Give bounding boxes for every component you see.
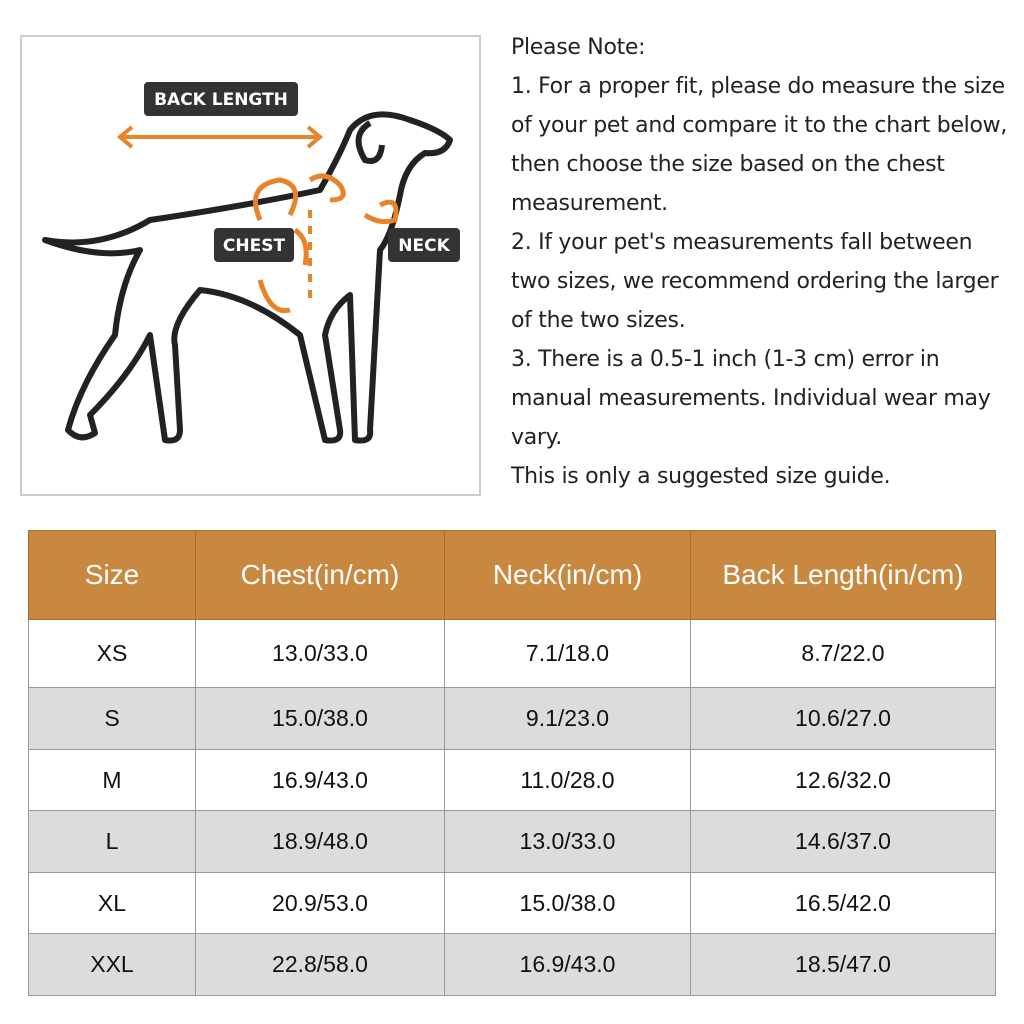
header-row: Size Chest(in/cm) Neck(in/cm) Back Length(i…	[28, 530, 996, 620]
table-cell: 16.9/43.0	[195, 749, 445, 811]
neck-arrow	[308, 173, 346, 203]
table-row: XS 13.0/33.0 7.1/18.0 8.7/22.0	[28, 619, 996, 688]
table-cell: M	[28, 749, 196, 811]
note-paragraph: This is only a suggested size guide.	[511, 464, 891, 489]
table-cell: XL	[28, 872, 196, 934]
table-row: L 18.9/48.0 13.0/33.0 14.6/37.0	[28, 810, 996, 873]
dog-ear	[355, 120, 385, 164]
table-row: XXL 22.8/58.0 16.9/43.0 18.5/47.0	[28, 933, 996, 996]
table-cell: 15.0/38.0	[195, 687, 445, 750]
note-paragraph: 2. If your pet's measurements fall betwe…	[511, 230, 999, 333]
neck-arrow	[363, 199, 399, 225]
table-cell: L	[28, 810, 196, 873]
table-cell: XS	[28, 619, 196, 688]
label-box	[144, 82, 298, 116]
table-cell: 7.1/18.0	[444, 619, 691, 688]
back-length-arrow	[116, 125, 324, 149]
table-cell: 13.0/33.0	[444, 810, 691, 873]
size-table: Size Chest(in/cm) Neck(in/cm) Back Length(i…	[28, 530, 996, 996]
table-cell: XXL	[28, 933, 196, 996]
table-cell: 15.0/38.0	[444, 872, 691, 934]
table-cell: 11.0/28.0	[444, 749, 691, 811]
label-box	[214, 228, 294, 262]
header-cell: Chest(in/cm)	[195, 530, 445, 620]
dog-diagram: BACK LENGTH CHEST NECK	[20, 35, 481, 496]
back-length-label: BACK LENGTH	[154, 90, 288, 110]
header-cell: Neck(in/cm)	[444, 530, 691, 620]
table-cell: 18.5/47.0	[690, 933, 996, 996]
table-cell: 8.7/22.0	[690, 619, 996, 688]
table-cell: 16.5/42.0	[690, 872, 996, 934]
note-paragraph: 1. For a proper fit, please do measure t…	[511, 74, 1008, 216]
dog-outline	[42, 111, 453, 444]
table-cell: S	[28, 687, 196, 750]
table-cell: 20.9/53.0	[195, 872, 445, 934]
note: Please Note: 1. For a proper fit, please…	[511, 28, 1011, 496]
neck-label: NECK	[398, 236, 450, 256]
note-title: Please Note:	[511, 35, 646, 60]
table-row: S 15.0/38.0 9.1/23.0 10.6/27.0	[28, 687, 996, 750]
table-cell: 14.6/37.0	[690, 810, 996, 873]
table-cell: 9.1/23.0	[444, 687, 691, 750]
header-cell: Size	[28, 530, 196, 620]
table-cell: 18.9/48.0	[195, 810, 445, 873]
table-cell: 10.6/27.0	[690, 687, 996, 750]
table-row: XL 20.9/53.0 15.0/38.0 16.5/42.0	[28, 872, 996, 934]
header-cell: Back Length(in/cm)	[690, 530, 996, 620]
label-box	[388, 228, 460, 262]
table-row: M 16.9/43.0 11.0/28.0 12.6/32.0	[28, 749, 996, 811]
table-cell: 13.0/33.0	[195, 619, 445, 688]
table-cell: 16.9/43.0	[444, 933, 691, 996]
note-paragraph: 3. There is a 0.5-1 inch (1-3 cm) error …	[511, 347, 991, 450]
chest-arrow	[253, 177, 309, 314]
table-cell: 22.8/58.0	[195, 933, 445, 996]
table-cell: 12.6/32.0	[690, 749, 996, 811]
chest-label: CHEST	[223, 236, 286, 256]
